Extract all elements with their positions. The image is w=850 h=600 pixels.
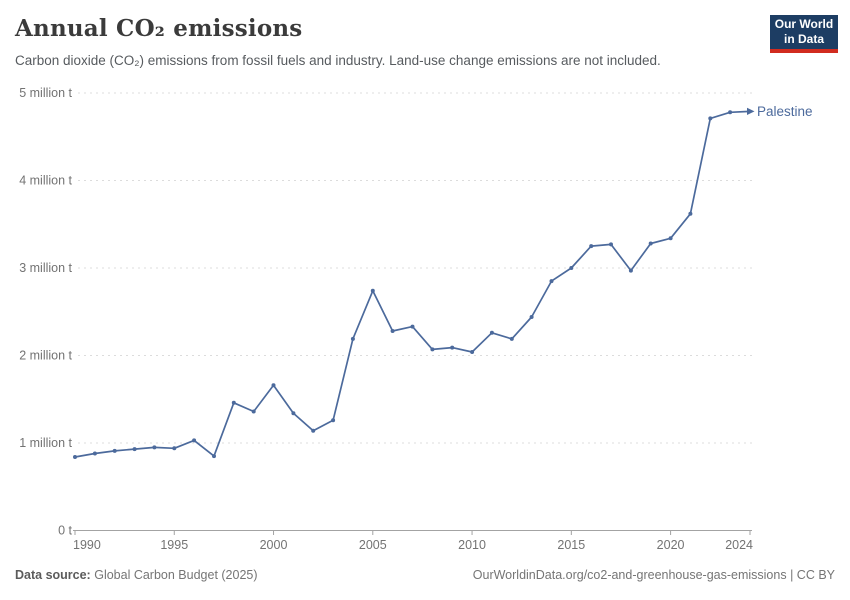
chart-footer: Data source: Global Carbon Budget (2025)… — [15, 568, 835, 582]
attribution-link[interactable]: OurWorldinData.org/co2-and-greenhouse-ga… — [472, 568, 787, 582]
data-point[interactable] — [569, 266, 574, 270]
data-point[interactable] — [271, 383, 276, 388]
data-point[interactable] — [529, 315, 534, 319]
data-point[interactable] — [172, 446, 177, 451]
data-point[interactable] — [549, 279, 554, 284]
data-point[interactable] — [688, 211, 693, 216]
attribution-license: CC BY — [796, 568, 835, 582]
series-end-arrow — [747, 107, 755, 115]
data-point[interactable] — [648, 241, 653, 246]
x-axis-label: 1990 — [73, 538, 101, 552]
data-point[interactable] — [331, 418, 336, 423]
series-line[interactable] — [74, 110, 751, 458]
page-title: Annual CO₂ emissions — [15, 15, 303, 42]
y-axis-label: 1 million t — [19, 436, 72, 450]
x-axis-label: 2005 — [359, 538, 387, 552]
data-point[interactable] — [589, 244, 594, 249]
x-axis-label: 2024 — [725, 538, 753, 552]
x-axis-label: 2020 — [657, 538, 685, 552]
data-point[interactable] — [311, 428, 316, 433]
attribution-separator: | — [790, 568, 794, 582]
data-point[interactable] — [112, 448, 117, 453]
y-axis-label: 2 million t — [19, 349, 72, 363]
data-point[interactable] — [251, 409, 256, 414]
data-point[interactable] — [390, 329, 395, 333]
x-axis-label: 2010 — [458, 538, 486, 552]
data-point[interactable] — [470, 350, 475, 354]
data-source: Data source: Global Carbon Budget (2025) — [15, 568, 258, 582]
x-axis-label: 2015 — [557, 538, 585, 552]
attribution: OurWorldinData.org/co2-and-greenhouse-ga… — [473, 568, 835, 582]
owid-logo-text: Our World in Data — [770, 15, 838, 49]
series-label[interactable]: Palestine — [757, 104, 813, 119]
x-axis-label: 1995 — [160, 538, 188, 552]
owid-logo-redbar — [770, 49, 838, 53]
data-point[interactable] — [73, 455, 77, 459]
data-point[interactable] — [410, 324, 415, 329]
y-axis-label: 4 million t — [19, 174, 72, 188]
data-source-value: Global Carbon Budget (2025) — [94, 568, 258, 582]
data-point[interactable] — [132, 447, 137, 452]
data-point[interactable] — [152, 445, 157, 450]
data-point[interactable] — [370, 288, 375, 293]
data-point[interactable] — [728, 110, 733, 115]
data-point[interactable] — [609, 242, 613, 247]
data-point[interactable] — [489, 330, 494, 335]
data-point[interactable] — [708, 116, 713, 121]
x-axis-label: 2000 — [260, 538, 288, 552]
owid-logo[interactable]: Our World in Data — [770, 15, 838, 53]
data-point[interactable] — [350, 336, 355, 341]
data-point[interactable] — [628, 268, 633, 273]
chart-subtitle: Carbon dioxide (CO₂) emissions from foss… — [15, 53, 661, 68]
data-source-label: Data source: — [15, 568, 91, 582]
y-axis-label: 0 t — [58, 524, 72, 538]
y-axis-label: 3 million t — [19, 261, 72, 275]
data-point[interactable] — [212, 454, 216, 459]
data-point[interactable] — [668, 236, 673, 241]
y-axis-label: 5 million t — [19, 86, 72, 100]
data-point[interactable] — [231, 400, 236, 405]
data-point[interactable] — [450, 345, 455, 350]
data-point[interactable] — [509, 336, 514, 341]
data-point[interactable] — [92, 451, 97, 456]
data-point[interactable] — [192, 438, 197, 443]
data-point[interactable] — [291, 411, 296, 416]
data-point[interactable] — [430, 347, 435, 352]
